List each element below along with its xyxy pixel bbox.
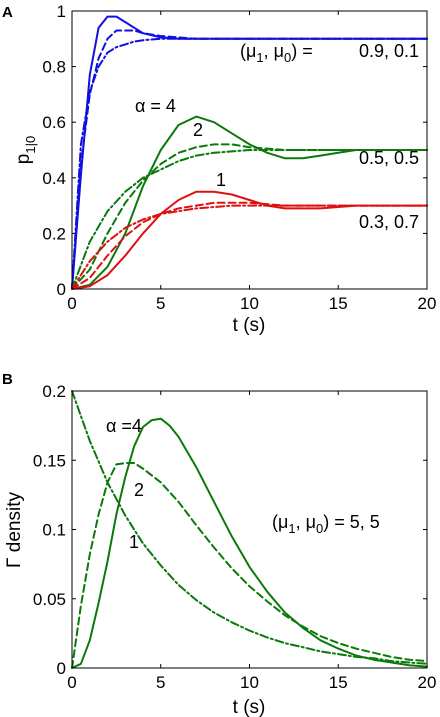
panel-a-xtick-label: 10 (240, 294, 259, 313)
panel-b-legend-label: (μ1, μ0) = 5, 5 (272, 512, 380, 536)
alpha-1-label-b: 1 (129, 532, 139, 552)
panel-b-letter: B (2, 371, 13, 388)
alpha-4-label-b: α =4 (106, 416, 142, 436)
panel-a-ytick-label: 0.4 (42, 169, 66, 188)
panel-a-letter: A (2, 4, 13, 21)
alpha-2-label-b: 2 (134, 480, 144, 500)
legend-sub1: 1 (256, 50, 263, 65)
panel-b-plot-frame (71, 390, 428, 669)
panel-b-ytick-label: 0.15 (33, 451, 66, 470)
legend-b-sub0: 0 (316, 521, 323, 536)
alpha-1-label-a: 1 (216, 170, 226, 190)
legend-b-mid: , μ (296, 512, 316, 532)
panel-a-xtick-label: 5 (156, 294, 165, 313)
panel-a-legend-label: (μ1, μ0) = (240, 41, 313, 65)
panel-a-xlabel: t (s) (233, 315, 266, 336)
panel-b-ylabel: Γ density (4, 492, 25, 568)
panel-b-series (71, 390, 428, 669)
panel-b-xtick-label: 10 (240, 673, 259, 692)
pair-blue-label: 0.9, 0.1 (359, 41, 419, 61)
panel-a-ylabel-sub: 1|0 (23, 136, 38, 154)
alpha-2-label-a: 2 (193, 120, 203, 140)
panel-a-ylabel: p1|0 (13, 136, 38, 164)
alpha-4-label-a: α = 4 (135, 96, 176, 116)
legend-mid: , μ (264, 41, 284, 61)
legend-b-sub1: 1 (288, 521, 295, 536)
panel-a-series-line (71, 115, 428, 290)
panel-a-xtick-label: 15 (329, 294, 348, 313)
panel-b-xtick-label: 15 (329, 673, 348, 692)
legend-rhs: ) = (291, 41, 313, 61)
legend-b-lhs: (μ (272, 512, 288, 532)
panel-a-series-line (71, 143, 428, 290)
pair-red-label: 0.3, 0.7 (359, 212, 419, 232)
panel-b-ytick-label: 0.05 (33, 590, 66, 609)
panel-b-xtick-label: 20 (418, 673, 437, 692)
pair-green-label: 0.5, 0.5 (359, 148, 419, 168)
panel-a-ytick-label: 0.8 (42, 58, 66, 77)
panel-b-series-line (71, 417, 428, 669)
panel-a-plot-frame (71, 10, 428, 290)
legend-sub0: 0 (284, 50, 291, 65)
panel-a-ytick-label: 0.6 (42, 113, 66, 132)
panel-a-ytick-label: 0.2 (42, 224, 66, 243)
legend-b-rhs: ) = 5, 5 (323, 512, 380, 532)
panel-b-xtick-label: 0 (67, 673, 76, 692)
panel-a-ylabel-main: p (13, 154, 34, 165)
panel-a-series-line (71, 149, 428, 290)
panel-a-series-line (71, 190, 428, 290)
panel-a-xtick-label: 0 (67, 294, 76, 313)
panel-b-xlabel: t (s) (233, 697, 266, 717)
legend-lhs: (μ (240, 41, 256, 61)
panel-b-ytick-label: 0 (57, 659, 66, 678)
panel-a-series (71, 15, 428, 290)
panel-a-ytick-label: 0 (57, 280, 66, 299)
panel-a-series-line (71, 37, 428, 290)
panel-a-ytick-label: 1 (57, 2, 66, 21)
panel-b-ytick-label: 0.1 (42, 521, 66, 540)
panel-a-xtick-label: 20 (418, 294, 437, 313)
panel-b-series-line (71, 390, 428, 665)
panel-a-series-line (71, 204, 428, 290)
panel-b-ytick-label: 0.2 (42, 382, 66, 401)
panel-b-xtick-label: 5 (156, 673, 165, 692)
